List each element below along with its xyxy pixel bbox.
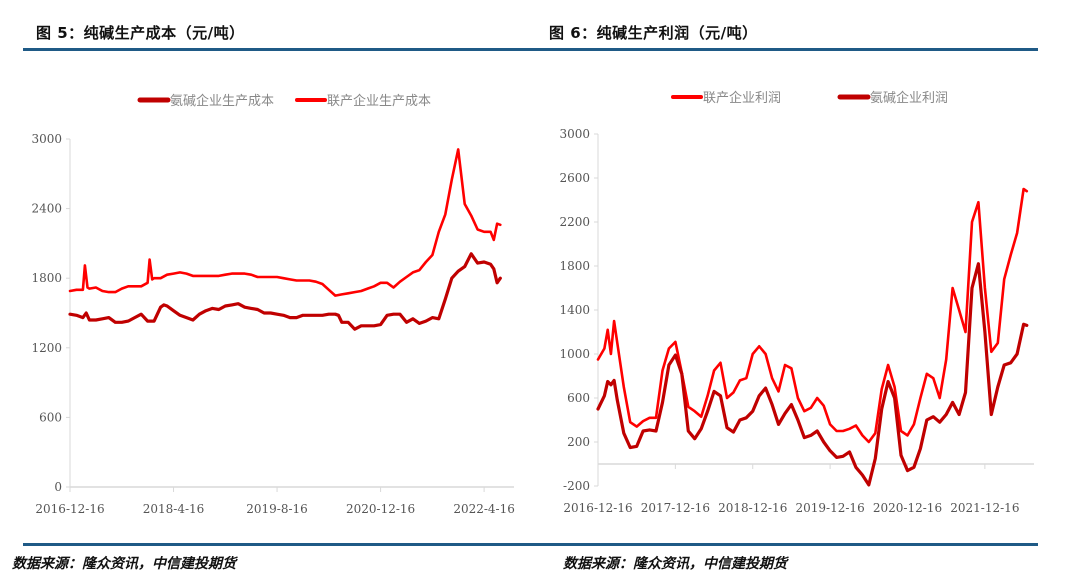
cost-line-chart: 0 600 1200 1800 2400 3000 2016-12-16 2018-4-16 2… (31, 93, 515, 516)
y-tick-label: 2600 (559, 171, 590, 185)
y-tick-label: 1400 (559, 303, 590, 317)
title-rule (23, 48, 540, 51)
x-tick-label: 2020-12-16 (873, 501, 942, 515)
x-tick-label: 2018-12-16 (718, 501, 787, 515)
profit-line-chart: -200 200 600 1000 1400 1800 2200 2600 3000 2016-1… (559, 90, 1034, 515)
legend-label: 联产企业利润 (703, 90, 781, 106)
y-tick-label: 0 (54, 480, 62, 494)
figure-6-panel: 图 6：纯碱生产利润（元/吨） -200 200 600 1000 1400 1800 22… (540, 0, 1080, 577)
y-tick-label: 2200 (559, 215, 590, 229)
figure-5-panel: 图 5：纯碱生产成本（元/吨） 0 600 1200 1800 2400 3000 2016… (12, 24, 540, 572)
y-tick-label: 1200 (31, 341, 62, 355)
x-tick-label: 2021-12-16 (950, 501, 1019, 515)
x-tick-label: 2019-8-16 (246, 502, 308, 516)
source-rule (23, 543, 540, 546)
series-line (596, 262, 1029, 487)
x-tick-label: 2019-12-16 (796, 501, 865, 515)
legend-label: 联产企业生产成本 (327, 93, 431, 109)
x-tick-label: 2018-4-16 (143, 502, 205, 516)
y-tick-label: 600 (567, 391, 590, 405)
x-tick-label: 2016-12-16 (35, 502, 104, 516)
y-tick-label: 1800 (559, 259, 590, 273)
y-tick-label: 600 (39, 410, 62, 424)
y-tick-label: 1000 (559, 347, 590, 361)
data-source-note: 数据来源：隆众资讯，中信建投期货 (12, 556, 236, 572)
x-tick-label: 2016-12-16 (563, 501, 632, 515)
source-rule (540, 543, 1038, 546)
title-rule (540, 48, 1038, 51)
y-tick-label: 3000 (31, 132, 62, 146)
x-tick-label: 2022-4-16 (453, 502, 515, 516)
figure-title: 图 5：纯碱生产成本（元/吨） (36, 24, 245, 42)
x-tick-label: 2017-12-16 (641, 501, 710, 515)
series-line (68, 252, 502, 331)
legend-label: 氨碱企业利润 (870, 90, 948, 106)
legend-label: 氨碱企业生产成本 (170, 93, 274, 109)
y-tick-label: 2400 (31, 202, 62, 216)
x-tick-label: 2020-12-16 (346, 502, 415, 516)
y-tick-label: 200 (567, 435, 590, 449)
series-line (596, 187, 1029, 444)
y-tick-label: 3000 (559, 127, 590, 141)
y-tick-label: -200 (563, 479, 590, 493)
series-line (68, 148, 502, 297)
data-source-note: 数据来源：隆众资讯，中信建投期货 (563, 556, 787, 572)
figure-title: 图 6：纯碱生产利润（元/吨） (549, 24, 758, 42)
y-tick-label: 1800 (31, 271, 62, 285)
